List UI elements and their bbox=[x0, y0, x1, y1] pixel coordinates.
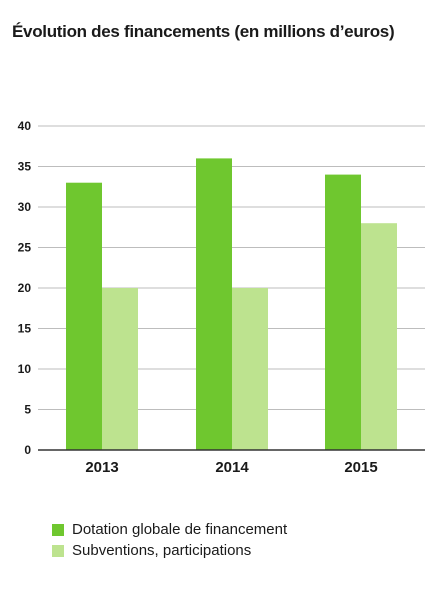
legend-item-dotation: Dotation globale de financement bbox=[52, 519, 287, 540]
y-tick-label: 25 bbox=[18, 241, 32, 255]
legend-item-subventions: Subventions, participations bbox=[52, 540, 287, 561]
x-tick-label: 2015 bbox=[344, 459, 377, 476]
bar-dotation-2013 bbox=[66, 182, 102, 450]
x-axis-labels: 2013 2014 2015 bbox=[85, 459, 377, 476]
legend-swatch-subventions bbox=[52, 544, 64, 557]
x-tick-label: 2013 bbox=[85, 459, 118, 476]
y-tick-label: 5 bbox=[24, 403, 31, 417]
legend: Dotation globale de financement Subventi… bbox=[52, 519, 287, 561]
x-tick-label: 2014 bbox=[215, 459, 249, 476]
y-tick-label: 30 bbox=[18, 200, 32, 214]
legend-label-subventions: Subventions, participations bbox=[72, 542, 252, 559]
y-tick-label: 35 bbox=[18, 160, 32, 174]
bar-chart: 0 5 10 15 20 25 30 35 40 2013 2014 2015 bbox=[18, 119, 425, 476]
legend-label-dotation: Dotation globale de financement bbox=[72, 521, 288, 538]
bar-dotation-2015 bbox=[325, 174, 361, 450]
y-tick-label: 10 bbox=[18, 362, 32, 376]
y-axis-ticks: 0 5 10 15 20 25 30 35 40 bbox=[18, 119, 32, 457]
bar-dotation-2014 bbox=[196, 158, 232, 450]
bar-subventions-2013 bbox=[102, 288, 138, 450]
y-tick-label: 20 bbox=[18, 281, 32, 295]
y-tick-label: 40 bbox=[18, 119, 32, 133]
chart-title: Évolution des financements (en millions … bbox=[12, 22, 395, 41]
legend-swatch-dotation bbox=[52, 523, 64, 536]
bars bbox=[66, 158, 397, 450]
y-tick-label: 15 bbox=[18, 322, 32, 336]
bar-subventions-2015 bbox=[361, 223, 397, 450]
y-tick-label: 0 bbox=[24, 443, 31, 457]
bar-subventions-2014 bbox=[232, 288, 268, 450]
